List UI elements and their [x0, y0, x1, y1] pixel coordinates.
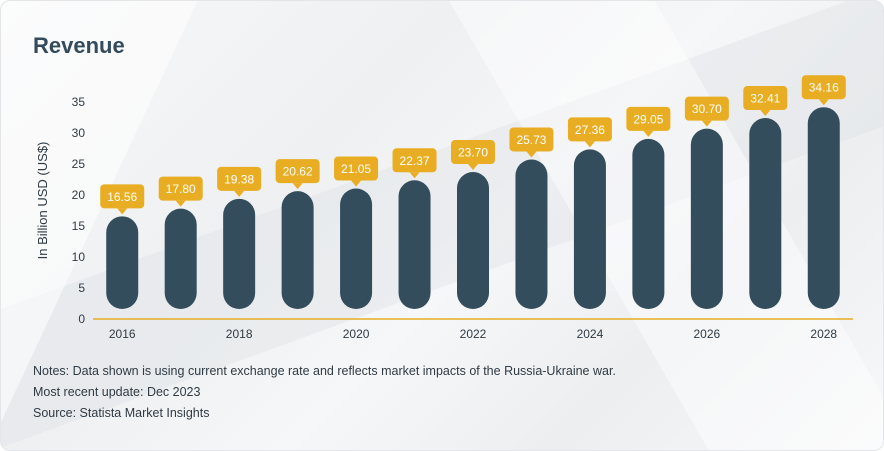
data-label-pointer [584, 141, 595, 148]
data-label: 17.80 [166, 182, 196, 196]
bar-2028 [807, 107, 840, 309]
bar-2025 [632, 138, 665, 309]
data-label: 20.62 [283, 165, 313, 179]
data-label: 21.05 [341, 162, 371, 176]
data-label-pointer [117, 208, 128, 215]
data-label-pointer [175, 200, 186, 207]
y-tick-label: 5 [78, 281, 85, 295]
data-label-pointer [468, 164, 478, 171]
data-label-bg [275, 159, 320, 184]
data-label-pointer [643, 130, 654, 137]
y-tick-label: 30 [72, 126, 86, 140]
bar-2022 [457, 172, 489, 309]
revenue-bar-chart: 0 5 10 15 20 25 30 35 In Billion USD (US$) 16.56 2… [35, 75, 853, 341]
data-label: 23.70 [458, 146, 488, 160]
notes-text: Notes: Data shown is using current excha… [33, 364, 616, 378]
update-text: Most recent update: Dec 2023 [33, 385, 201, 399]
data-label: 16.56 [107, 190, 137, 204]
bar-2018 [223, 198, 256, 309]
y-tick-label: 35 [72, 95, 86, 109]
y-tick-label: 20 [72, 188, 86, 202]
data-label-bg [509, 127, 554, 152]
bar-2026 [690, 128, 723, 309]
x-tick-label: 2028 [810, 327, 837, 341]
y-tick-label: 15 [72, 219, 86, 233]
data-label: 34.16 [809, 81, 839, 95]
bar-2019 [281, 191, 314, 309]
data-label-pointer [760, 110, 771, 117]
data-label-pointer [292, 183, 303, 190]
data-label-pointer [701, 120, 712, 127]
data-label-bg [567, 117, 612, 142]
data-label-bg [451, 140, 495, 165]
y-tick-label: 10 [72, 250, 86, 264]
bar-2021 [398, 180, 431, 309]
x-tick-label: 2024 [577, 327, 604, 341]
x-tick-label: 2018 [226, 327, 253, 341]
data-label: 19.38 [224, 172, 254, 186]
data-label-pointer [526, 151, 537, 158]
x-tick-label: 2026 [693, 327, 720, 341]
data-label-bg [801, 75, 846, 100]
data-label-bg [626, 106, 671, 131]
data-label-bg [743, 86, 788, 111]
y-tick-label: 0 [78, 312, 85, 326]
source-text: Source: Statista Market Insights [33, 406, 210, 420]
data-label: 30.70 [692, 102, 722, 116]
data-label-pointer [234, 190, 245, 197]
data-label-pointer [818, 99, 829, 106]
data-label: 29.05 [633, 112, 663, 126]
data-label-bg [100, 184, 145, 209]
bar-2016 [106, 216, 139, 309]
data-label: 22.37 [400, 154, 430, 168]
page-title: Revenue [33, 33, 125, 58]
x-tick-label: 2020 [343, 327, 370, 341]
bar-2027 [749, 118, 782, 309]
data-label-bg [217, 166, 262, 191]
bar-2023 [515, 159, 548, 309]
data-label-bg [158, 176, 203, 201]
bar-2024 [573, 149, 606, 309]
chart-notes: Notes: Data shown is using current excha… [33, 361, 616, 424]
data-label: 32.41 [750, 92, 780, 106]
data-label: 25.73 [516, 133, 546, 147]
bar-2017 [164, 208, 197, 309]
data-label-bg [334, 156, 379, 181]
x-tick-label: 2016 [109, 327, 136, 341]
data-label-pointer [351, 180, 362, 187]
data-label-pointer [409, 172, 420, 179]
data-label-bg [392, 148, 437, 173]
y-tick-label: 25 [72, 157, 86, 171]
data-label: 27.36 [575, 123, 605, 137]
bar-2020 [340, 188, 373, 309]
x-tick-label: 2022 [460, 327, 487, 341]
data-label-bg [684, 96, 729, 121]
y-axis-label: In Billion USD (US$) [35, 142, 50, 260]
